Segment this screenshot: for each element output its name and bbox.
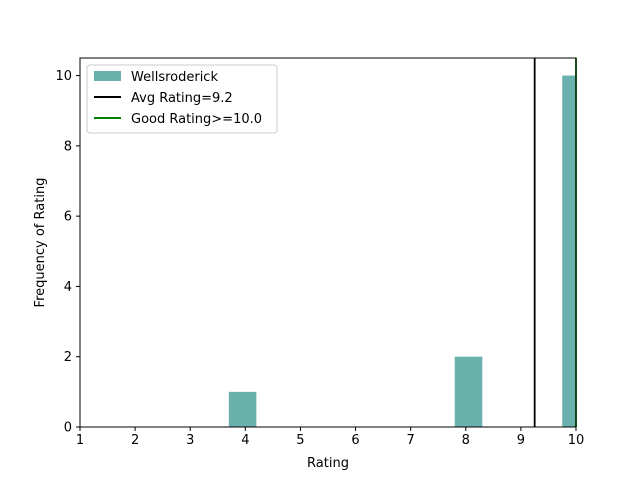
y-axis-ticks: 0 2 4 6 8 10 xyxy=(55,69,80,436)
histogram-bar xyxy=(228,391,257,427)
legend-label-avg-rating: Avg Rating=9.2 xyxy=(131,91,233,106)
legend: Wellsroderick Avg Rating=9.2 Good Rating… xyxy=(86,64,278,134)
legend-swatch-wellsroderick xyxy=(94,71,121,81)
x-tick-label: 2 xyxy=(131,433,139,448)
x-tick-label: 1 xyxy=(76,433,84,448)
x-tick-label: 3 xyxy=(186,433,194,448)
y-tick-label: 0 xyxy=(64,421,72,436)
histogram-bar xyxy=(454,356,483,427)
x-tick-label: 5 xyxy=(296,433,304,448)
x-tick-label: 7 xyxy=(407,433,415,448)
x-tick-label: 6 xyxy=(351,433,359,448)
x-tick-label: 4 xyxy=(241,433,249,448)
y-tick-label: 8 xyxy=(64,139,72,154)
y-tick-label: 2 xyxy=(64,350,72,365)
x-axis-label: Rating xyxy=(307,456,349,471)
y-tick-label: 4 xyxy=(64,280,72,295)
legend-label-good-rating: Good Rating>=10.0 xyxy=(131,112,262,127)
x-axis-ticks: 1 2 3 4 5 6 7 8 9 10 xyxy=(76,427,584,448)
legend-box xyxy=(86,64,278,134)
y-axis-label: Frequency of Rating xyxy=(33,178,48,308)
x-tick-label: 8 xyxy=(462,433,470,448)
y-tick-label: 10 xyxy=(55,69,72,84)
bars-group xyxy=(228,75,576,428)
histogram-bar xyxy=(562,75,576,428)
legend-label-wellsroderick: Wellsroderick xyxy=(131,70,218,85)
x-tick-label: 9 xyxy=(517,433,525,448)
y-tick-label: 6 xyxy=(64,210,72,225)
x-tick-label: 10 xyxy=(568,433,585,448)
plot-frame xyxy=(79,57,577,428)
